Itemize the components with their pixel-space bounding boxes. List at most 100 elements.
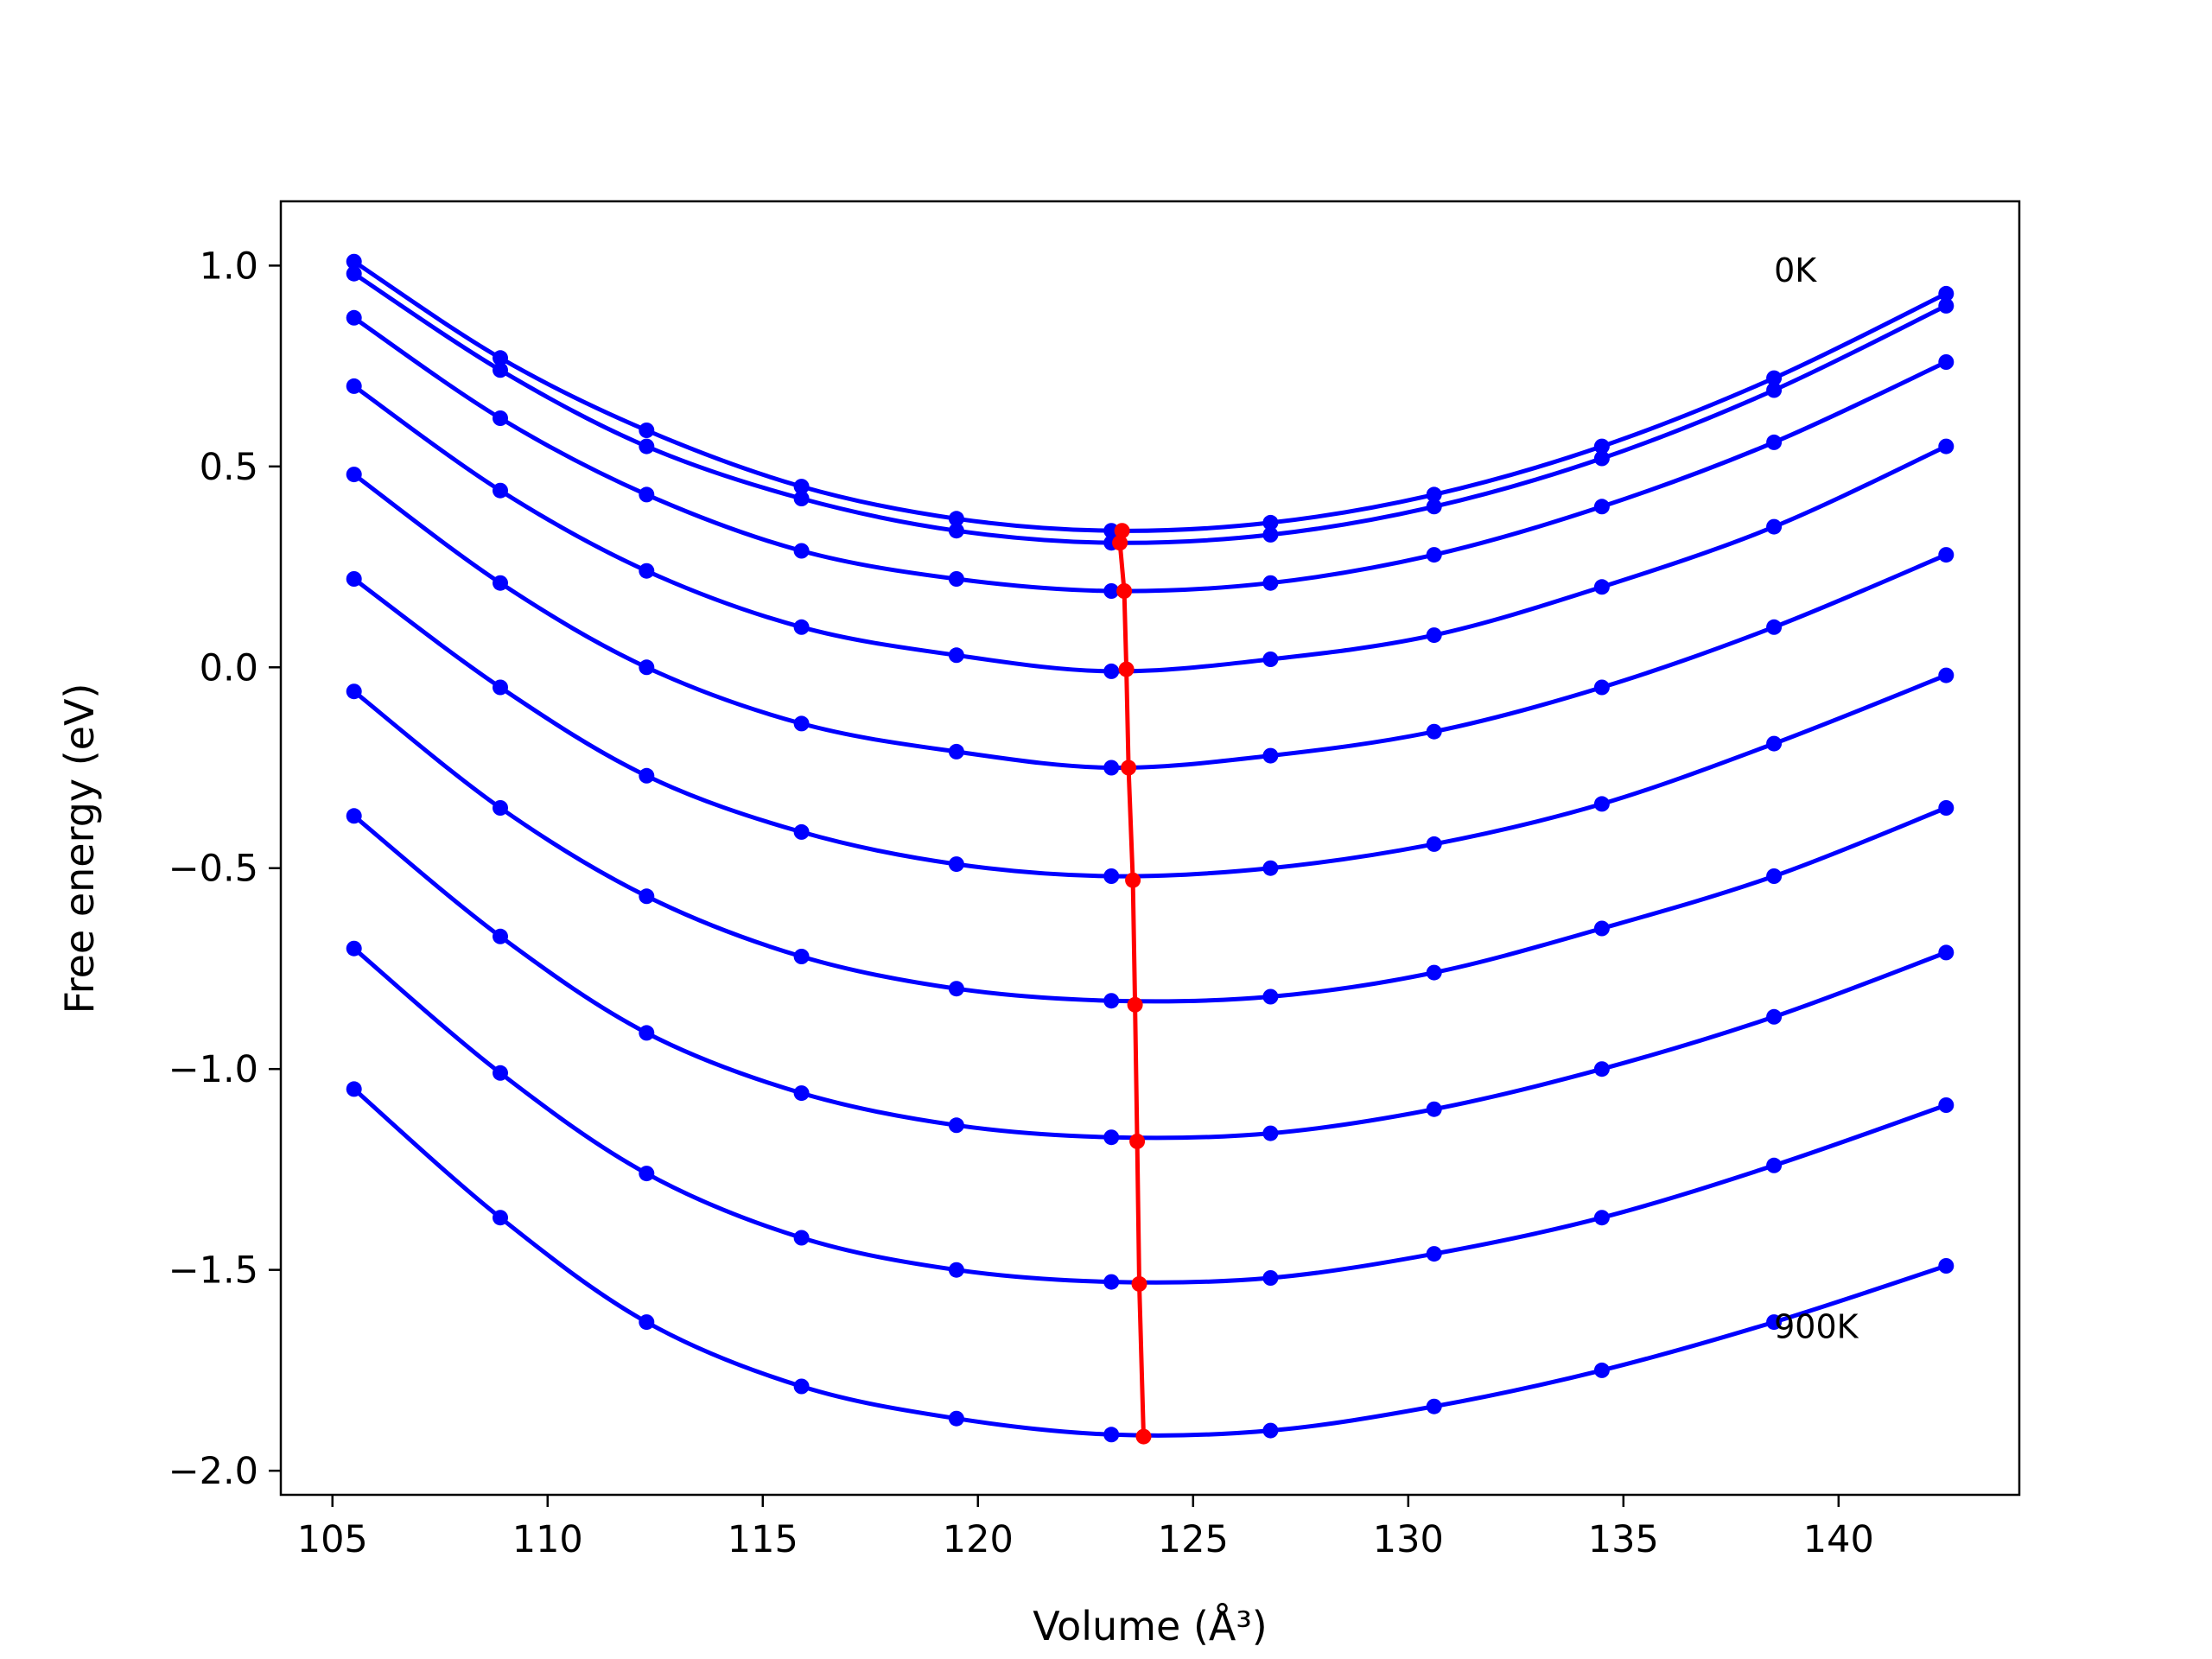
series-6 bbox=[346, 683, 1955, 1009]
minimum-point bbox=[1112, 535, 1128, 551]
data-point bbox=[1766, 434, 1783, 450]
data-point bbox=[1426, 547, 1442, 563]
y-tick-label: 0.5 bbox=[200, 446, 258, 489]
data-point bbox=[1262, 1270, 1279, 1286]
data-point bbox=[639, 767, 655, 784]
data-point bbox=[1262, 988, 1279, 1005]
data-point bbox=[1938, 800, 1955, 816]
y-axis-ticks: 1.0 0.5 0.0 −0.5 −1.0 −1.5 −2.0 bbox=[168, 245, 281, 1493]
data-point bbox=[1426, 1398, 1442, 1414]
x-tick-label: 135 bbox=[1588, 1518, 1659, 1561]
data-point bbox=[346, 467, 362, 483]
series-5 bbox=[346, 571, 1955, 884]
y-tick-label: −1.0 bbox=[168, 1048, 258, 1091]
data-point bbox=[1103, 993, 1120, 1009]
data-point bbox=[948, 743, 964, 760]
minima-line bbox=[1117, 530, 1146, 1437]
data-point bbox=[639, 1314, 655, 1331]
data-point bbox=[1262, 514, 1279, 531]
series-3 bbox=[346, 378, 1955, 679]
data-point bbox=[948, 1262, 964, 1278]
series-layer bbox=[346, 253, 1955, 1443]
data-point bbox=[346, 571, 362, 587]
x-tick-label: 130 bbox=[1373, 1518, 1444, 1561]
minimum-point bbox=[1116, 583, 1133, 599]
series-0 bbox=[346, 253, 1955, 539]
data-point bbox=[639, 486, 655, 503]
data-point bbox=[1426, 964, 1442, 981]
data-point bbox=[493, 679, 508, 696]
data-point bbox=[493, 800, 508, 816]
data-point bbox=[1593, 579, 1610, 595]
data-point bbox=[1103, 1274, 1120, 1290]
x-tick-label: 115 bbox=[728, 1518, 798, 1561]
data-point bbox=[1593, 920, 1610, 937]
series-4 bbox=[346, 467, 1955, 776]
data-point bbox=[346, 309, 362, 326]
minima-layer bbox=[1112, 523, 1152, 1445]
data-point bbox=[1426, 1246, 1442, 1262]
x-tick-label: 105 bbox=[297, 1518, 368, 1561]
data-point bbox=[346, 683, 362, 700]
data-point bbox=[493, 1210, 508, 1226]
data-point bbox=[639, 423, 655, 438]
data-point bbox=[948, 981, 964, 997]
data-point bbox=[1766, 1008, 1783, 1025]
data-point bbox=[793, 949, 810, 964]
data-point bbox=[793, 619, 810, 635]
data-point bbox=[1103, 1129, 1120, 1146]
series-8 bbox=[346, 940, 1955, 1290]
data-point bbox=[948, 856, 964, 873]
y-tick-label: 0.0 bbox=[200, 646, 258, 690]
data-point bbox=[1262, 1125, 1279, 1141]
data-point bbox=[346, 265, 362, 282]
data-point bbox=[493, 928, 508, 944]
data-point bbox=[1262, 526, 1279, 543]
data-point bbox=[1103, 663, 1120, 679]
data-point bbox=[1593, 1362, 1610, 1378]
data-point bbox=[1103, 523, 1120, 539]
data-point bbox=[1593, 438, 1610, 454]
data-point bbox=[1426, 627, 1442, 644]
data-point bbox=[1938, 547, 1955, 563]
data-point bbox=[493, 410, 508, 426]
annotation-label: 0K bbox=[1774, 251, 1817, 289]
minimum-point bbox=[1129, 1133, 1146, 1149]
data-point bbox=[1766, 619, 1783, 635]
series-7 bbox=[346, 808, 1955, 1146]
minimum-point bbox=[1121, 760, 1137, 776]
minimum-point bbox=[1127, 996, 1143, 1013]
data-point bbox=[346, 378, 362, 394]
data-point bbox=[639, 1025, 655, 1041]
series-9 bbox=[346, 1081, 1955, 1443]
data-point bbox=[493, 482, 508, 499]
y-tick-label: −0.5 bbox=[168, 848, 258, 891]
data-point bbox=[639, 888, 655, 905]
y-tick-label: 1.0 bbox=[200, 245, 258, 288]
data-point bbox=[1938, 297, 1955, 314]
data-point bbox=[493, 350, 508, 366]
data-point bbox=[948, 511, 964, 527]
data-point bbox=[1938, 354, 1955, 370]
series-2 bbox=[346, 309, 1955, 599]
minimum-point bbox=[1131, 1275, 1147, 1292]
data-point bbox=[1426, 1101, 1442, 1117]
series-1 bbox=[346, 265, 1955, 551]
data-point bbox=[793, 715, 810, 732]
data-point bbox=[793, 1378, 810, 1395]
data-point bbox=[639, 659, 655, 676]
data-point bbox=[793, 1230, 810, 1246]
data-point bbox=[793, 491, 810, 506]
data-point bbox=[1426, 499, 1442, 515]
data-point bbox=[948, 1117, 964, 1134]
data-point bbox=[346, 940, 362, 957]
data-point bbox=[639, 1166, 655, 1182]
data-point bbox=[346, 1081, 362, 1097]
data-point bbox=[793, 543, 810, 559]
data-point bbox=[1262, 860, 1279, 876]
data-point bbox=[1593, 499, 1610, 515]
data-point bbox=[1938, 944, 1955, 961]
data-point bbox=[1262, 652, 1279, 667]
data-point bbox=[639, 438, 655, 454]
